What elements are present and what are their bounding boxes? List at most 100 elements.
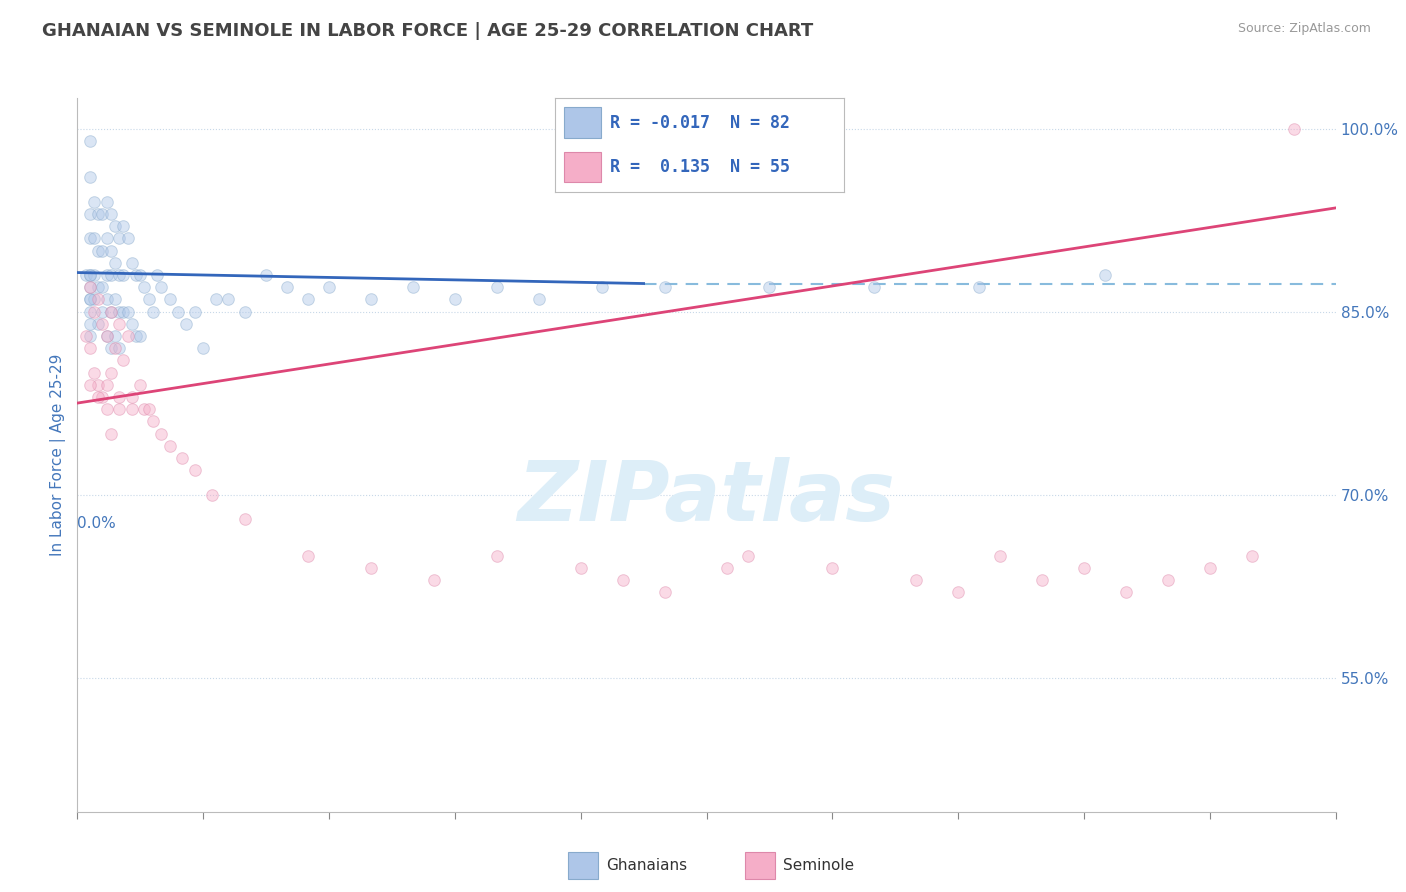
- Point: [297, 549, 319, 563]
- Text: 0.0%: 0.0%: [77, 516, 117, 531]
- Point: [104, 293, 127, 307]
- Point: [758, 280, 780, 294]
- Point: [184, 463, 207, 477]
- Point: [129, 268, 152, 282]
- Point: [863, 280, 886, 294]
- Point: [485, 549, 508, 563]
- Point: [87, 207, 110, 221]
- Point: [96, 329, 118, 343]
- Point: [100, 304, 122, 318]
- Point: [96, 377, 118, 392]
- Point: [79, 293, 101, 307]
- Point: [134, 280, 156, 294]
- Point: [485, 280, 508, 294]
- Point: [79, 231, 101, 245]
- Point: [83, 194, 105, 209]
- Point: [96, 293, 118, 307]
- Point: [108, 304, 131, 318]
- Point: [79, 280, 101, 294]
- Point: [318, 280, 340, 294]
- Point: [79, 329, 101, 343]
- Point: [91, 207, 114, 221]
- Point: [159, 293, 181, 307]
- Point: [79, 268, 101, 282]
- Point: [79, 341, 101, 355]
- Point: [121, 256, 143, 270]
- Bar: [745, 852, 775, 879]
- Point: [79, 293, 101, 307]
- Text: Ghanaians: Ghanaians: [606, 858, 688, 872]
- Point: [1157, 573, 1180, 587]
- Point: [121, 390, 143, 404]
- Point: [1115, 585, 1137, 599]
- Y-axis label: In Labor Force | Age 25-29: In Labor Force | Age 25-29: [51, 354, 66, 556]
- Point: [112, 353, 135, 368]
- Point: [134, 402, 156, 417]
- Point: [91, 280, 114, 294]
- Point: [100, 268, 122, 282]
- Point: [129, 377, 152, 392]
- Point: [100, 366, 122, 380]
- Point: [112, 268, 135, 282]
- Point: [121, 317, 143, 331]
- Point: [654, 280, 676, 294]
- Point: [79, 134, 101, 148]
- Point: [108, 390, 131, 404]
- Point: [591, 280, 613, 294]
- Point: [121, 402, 143, 417]
- Point: [104, 219, 127, 234]
- Point: [821, 560, 844, 574]
- Point: [1199, 560, 1222, 574]
- Point: [117, 304, 139, 318]
- Point: [254, 268, 277, 282]
- Point: [108, 268, 131, 282]
- Point: [91, 244, 114, 258]
- Point: [423, 573, 446, 587]
- Point: [79, 170, 101, 185]
- Point: [96, 268, 118, 282]
- Point: [100, 426, 122, 441]
- Point: [1073, 560, 1095, 574]
- Point: [96, 402, 118, 417]
- Point: [125, 329, 148, 343]
- Point: [87, 293, 110, 307]
- Text: ZIPatlas: ZIPatlas: [517, 458, 896, 538]
- Point: [150, 426, 173, 441]
- Point: [233, 304, 256, 318]
- Point: [217, 293, 239, 307]
- Point: [100, 341, 122, 355]
- Point: [184, 304, 207, 318]
- Point: [79, 377, 101, 392]
- Point: [150, 280, 173, 294]
- Point: [191, 341, 215, 355]
- Point: [204, 293, 226, 307]
- Point: [1282, 121, 1305, 136]
- Point: [83, 366, 105, 380]
- Point: [988, 549, 1011, 563]
- Point: [104, 256, 127, 270]
- Point: [233, 512, 256, 526]
- Point: [100, 304, 122, 318]
- Point: [200, 487, 222, 501]
- Point: [96, 231, 118, 245]
- Text: Seminole: Seminole: [783, 858, 855, 872]
- Point: [108, 317, 131, 331]
- Point: [360, 293, 382, 307]
- Point: [159, 439, 181, 453]
- Point: [87, 244, 110, 258]
- Point: [146, 268, 169, 282]
- Point: [91, 317, 114, 331]
- Point: [172, 450, 194, 465]
- Point: [87, 280, 110, 294]
- Point: [100, 207, 122, 221]
- Point: [297, 293, 319, 307]
- Point: [1031, 573, 1053, 587]
- Point: [83, 304, 105, 318]
- Point: [117, 231, 139, 245]
- Point: [612, 573, 634, 587]
- Point: [1094, 268, 1116, 282]
- Point: [108, 341, 131, 355]
- Text: R =  0.135  N = 55: R = 0.135 N = 55: [610, 158, 790, 176]
- Point: [138, 293, 160, 307]
- Point: [79, 268, 101, 282]
